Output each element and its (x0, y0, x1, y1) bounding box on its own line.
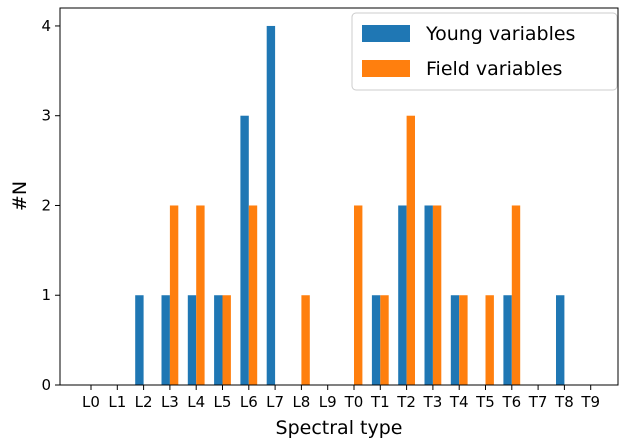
x-tick-label-T2: T2 (396, 393, 416, 411)
field-bar-L6 (248, 205, 258, 385)
field-bar-T3 (432, 205, 442, 385)
field-bar-T2 (406, 115, 415, 386)
field-bar-T1 (380, 295, 389, 385)
field-bar-T0 (354, 205, 363, 385)
legend-swatch-field (362, 60, 410, 77)
young-bar-L4 (187, 295, 197, 385)
x-tick-label-T8: T8 (554, 393, 574, 411)
bars-layer (135, 25, 565, 386)
young-bar-L2 (135, 295, 144, 385)
x-tick-label-T4: T4 (449, 393, 469, 411)
x-tick-label-L5: L5 (214, 393, 232, 411)
young-bar-T2 (398, 205, 407, 385)
x-tick-label-L8: L8 (292, 393, 310, 411)
young-bar-L6 (240, 115, 249, 386)
x-axis-ticks: L0 L1 L2 L3 L4 L5 L6 L7 L8 L9 T0 T1 T2 T3 T4 T5 T6 T7 T8 T9 (82, 385, 600, 411)
x-tick-label-T5: T5 (475, 393, 495, 411)
legend: Young variables Field variables (351, 12, 618, 91)
y-tick-label: 0 (41, 376, 51, 394)
x-tick-label-L6: L6 (240, 393, 258, 411)
y-tick-label: 3 (41, 107, 51, 125)
x-tick-label-L4: L4 (187, 393, 205, 411)
young-bar-T8 (556, 295, 565, 385)
young-bar-T1 (371, 295, 381, 385)
x-axis-label: Spectral type (276, 417, 403, 439)
legend-label-young: Young variables (425, 23, 575, 45)
field-bar-L5 (222, 295, 231, 385)
x-tick-label-L1: L1 (108, 393, 126, 411)
field-bar-T5 (485, 295, 494, 385)
young-bar-T6 (503, 295, 512, 385)
legend-swatch-young (362, 25, 410, 42)
y-tick-label: 1 (41, 286, 51, 304)
y-axis-label: #N (9, 181, 31, 211)
young-bar-T4 (450, 295, 460, 385)
field-bar-T6 (511, 205, 521, 385)
x-tick-label-T3: T3 (423, 393, 443, 411)
y-tick-label: 4 (41, 17, 51, 35)
legend-frame (351, 12, 618, 91)
field-bar-L8 (301, 295, 310, 385)
y-tick-label: 2 (41, 196, 51, 214)
young-bar-L3 (161, 295, 170, 385)
young-bar-L7 (266, 25, 276, 385)
y-axis-ticks: 0 1 2 3 4 (41, 17, 60, 394)
x-tick-label-L0: L0 (82, 393, 100, 411)
x-tick-label-L9: L9 (319, 393, 337, 411)
x-tick-label-T6: T6 (501, 393, 521, 411)
field-bar-T4 (459, 295, 468, 385)
young-bar-T3 (424, 205, 433, 385)
x-tick-label-T1: T1 (370, 393, 390, 411)
x-tick-label-T9: T9 (580, 393, 600, 411)
legend-label-field: Field variables (426, 58, 562, 80)
field-bar-L3 (169, 205, 179, 385)
young-bar-L5 (214, 295, 223, 385)
x-tick-label-L3: L3 (161, 393, 179, 411)
x-tick-label-T0: T0 (344, 393, 364, 411)
plot-frame (59, 7, 619, 386)
x-tick-label-T7: T7 (528, 393, 548, 411)
x-tick-label-L2: L2 (135, 393, 153, 411)
field-bar-L4 (196, 205, 205, 385)
x-tick-label-L7: L7 (266, 393, 284, 411)
